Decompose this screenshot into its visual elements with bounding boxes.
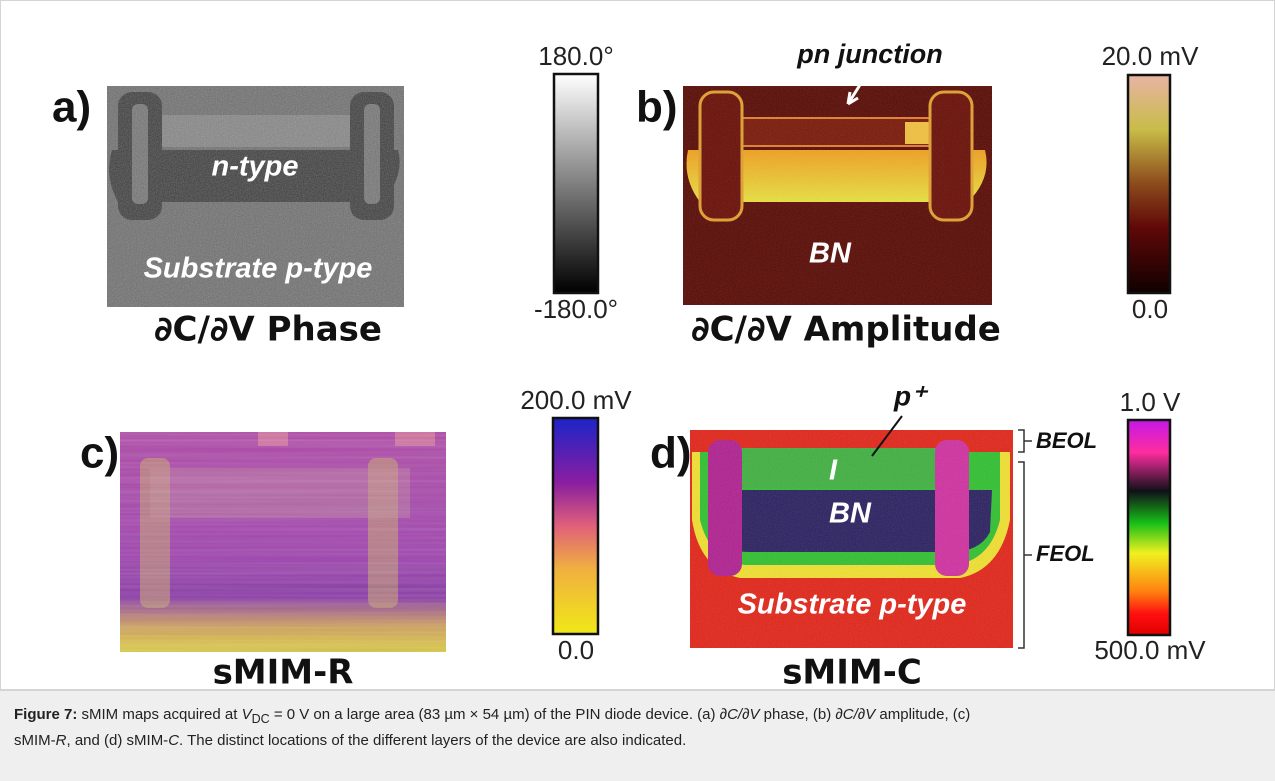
caption-run: sMIM maps acquired at: [77, 706, 242, 723]
figure: a) n-type Substrate p-type 180.0° -180.0…: [0, 0, 1275, 690]
caption-run: DC: [251, 712, 270, 726]
caption-run: ∂C/∂V: [719, 706, 760, 723]
caption-text: Figure 7: sMIM maps acquired at VDC = 0 …: [14, 704, 1014, 752]
caption-run: amplitude, (c) sMIM-: [14, 706, 971, 749]
layer-label: BEOL: [1036, 428, 1097, 453]
annotation: n-type: [212, 151, 299, 183]
arrow: [846, 71, 870, 106]
caption-run: . The distinct locations of the differen…: [179, 732, 687, 749]
layer-label: FEOL: [1036, 541, 1095, 566]
panel-label: a): [52, 83, 91, 132]
panel-title: ∂C/∂V Phase: [154, 310, 382, 350]
panel-d-image-shape: [690, 430, 1013, 648]
bracket: [1018, 461, 1032, 649]
caption-run: = 0 V on a large area (83 µm × 54 µm) of…: [269, 706, 720, 723]
panel-title: sMIM-R: [213, 653, 354, 691]
panel-label: b): [636, 83, 678, 132]
caption-run: V: [241, 706, 252, 723]
colorbar: [1126, 73, 1172, 295]
annotation: Substrate p-type: [738, 589, 967, 621]
colorbar-max: 20.0 mV: [1102, 41, 1199, 71]
colorbar-min: 0.0: [558, 635, 594, 665]
pointer-line: [871, 415, 903, 457]
colorbar-min: -180.0°: [534, 294, 618, 324]
panel-label: d): [650, 429, 692, 478]
colorbar: [551, 416, 600, 636]
caption-run: ∂C/∂V: [835, 706, 876, 723]
caption: Figure 7: sMIM maps acquired at VDC = 0 …: [0, 690, 1275, 781]
panel-b-image-shape: [683, 86, 992, 305]
annotation: Substrate p-type: [144, 253, 373, 285]
annotation: pn junction: [796, 39, 942, 69]
panel-a-image-shape: [107, 86, 404, 307]
panel-a-image: [107, 86, 404, 307]
caption-run: , and (d) sMIM-: [66, 732, 169, 749]
panel-label: c): [80, 429, 119, 478]
colorbar-min: 0.0: [1132, 294, 1168, 324]
colorbar-max: 200.0 mV: [520, 385, 632, 415]
annotation: I: [829, 455, 838, 487]
colorbar-max: 1.0 V: [1120, 387, 1181, 417]
colorbar: [1126, 418, 1172, 637]
panel-title: ∂C/∂V Amplitude: [691, 310, 1001, 350]
annotation: BN: [829, 498, 872, 530]
panel-title: sMIM-C: [782, 653, 922, 691]
panel-c-image-shape: [120, 432, 446, 652]
colorbar-max: 180.0°: [538, 41, 613, 71]
bracket: [1018, 429, 1032, 453]
caption-run: C: [168, 732, 180, 749]
panel-d-image: [690, 430, 1013, 648]
annotation: p⁺: [893, 380, 929, 411]
caption-run: R: [55, 732, 67, 749]
panel-c-image: [120, 432, 446, 652]
caption-label: Figure 7:: [14, 706, 78, 723]
panel-b-image: [683, 86, 992, 305]
caption-run: phase, (b): [759, 706, 836, 723]
colorbar-min: 500.0 mV: [1094, 635, 1206, 665]
colorbar: [552, 72, 600, 295]
annotation: BN: [809, 238, 852, 270]
